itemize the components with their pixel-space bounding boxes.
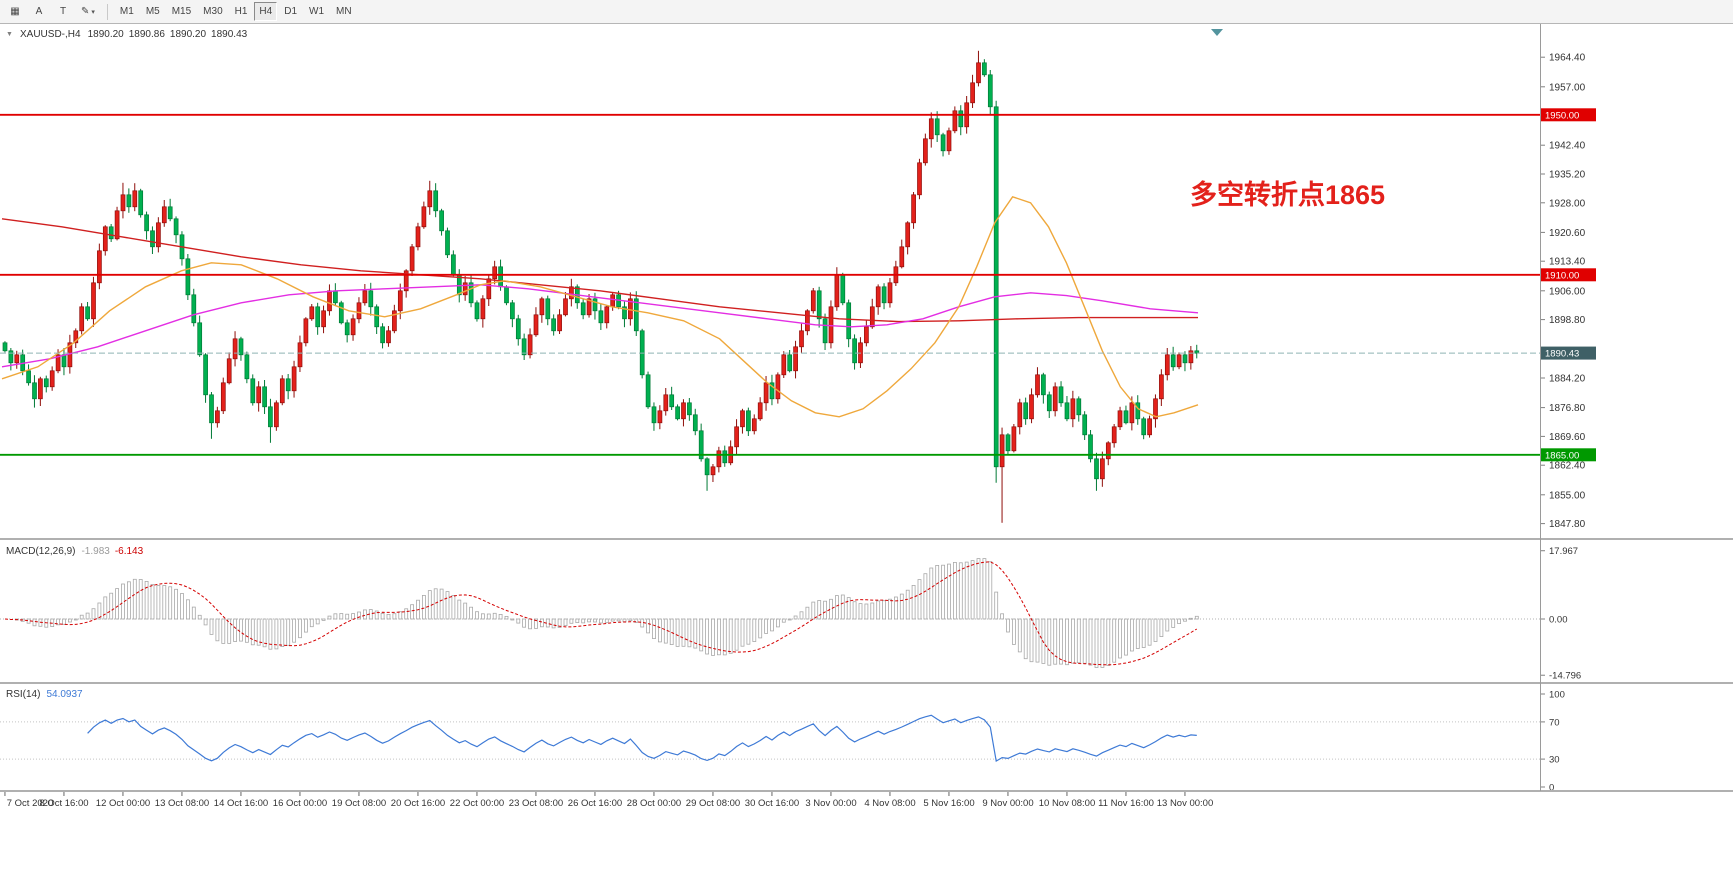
svg-text:3 Nov 00:00: 3 Nov 00:00 <box>805 798 856 809</box>
svg-text:23 Oct 08:00: 23 Oct 08:00 <box>509 798 563 809</box>
svg-text:1920.60: 1920.60 <box>1549 228 1586 239</box>
svg-text:9 Nov 00:00: 9 Nov 00:00 <box>982 798 1033 809</box>
macd-label: MACD(12,26,9) -1.983 -6.143 <box>6 546 144 557</box>
svg-text:16 Oct 00:00: 16 Oct 00:00 <box>273 798 327 809</box>
svg-text:-14.796: -14.796 <box>1549 671 1581 682</box>
candlestick-series <box>2 50 1200 523</box>
macd-signal-line <box>4 561 1198 666</box>
bid-price-label <box>1541 346 1596 360</box>
svg-text:7 Oct 2020: 7 Oct 2020 <box>7 798 53 809</box>
symbol-dropdown-icon[interactable]: ▼ <box>6 31 13 38</box>
svg-text:1862.40: 1862.40 <box>1549 461 1586 472</box>
svg-text:100: 100 <box>1549 690 1565 701</box>
svg-text:1869.60: 1869.60 <box>1549 432 1586 443</box>
hline-price-label <box>1541 448 1596 462</box>
rsi-line <box>87 714 1197 763</box>
svg-text:11 Nov 16:00: 11 Nov 16:00 <box>1098 798 1154 809</box>
svg-text:1957.00: 1957.00 <box>1549 82 1586 93</box>
svg-text:28 Oct 00:00: 28 Oct 00:00 <box>627 798 681 809</box>
svg-text:1847.80: 1847.80 <box>1549 519 1586 530</box>
chart-area: 1950.00 1910.00 1865.00 1890.43 17.967 0.00 -1… <box>0 24 1733 891</box>
time-axis-labels: 7 Oct 20208 Oct 16:00 12 Oct 00:00 13 Oct … <box>4 792 1214 809</box>
svg-text:1928.00: 1928.00 <box>1549 198 1586 209</box>
timeframe-m15-button[interactable]: M15 <box>167 2 196 21</box>
svg-text:13 Nov 00:00: 13 Nov 00:00 <box>1157 798 1214 809</box>
ma-slow-red-line <box>1 218 1198 323</box>
svg-text:5 Nov 16:00: 5 Nov 16:00 <box>923 798 974 809</box>
svg-text:0: 0 <box>1549 783 1554 794</box>
label-a-button[interactable]: A <box>28 2 50 21</box>
toolbar: ▦ A T ✎ ▾ M1 M5 M15 M30 H1 H4 D1 W1 MN <box>0 0 1733 24</box>
time-axis[interactable] <box>0 791 1540 815</box>
svg-text:1942.40: 1942.40 <box>1549 141 1586 152</box>
svg-text:1906.00: 1906.00 <box>1549 286 1586 297</box>
svg-text:1910.00: 1910.00 <box>1545 270 1579 281</box>
svg-text:1890.43: 1890.43 <box>1545 349 1579 360</box>
panel-divider[interactable] <box>0 538 1733 540</box>
symbol-grid-button[interactable]: ▦ <box>4 2 26 21</box>
svg-text:4 Nov 08:00: 4 Nov 08:00 <box>864 798 915 809</box>
timeframe-m1-button[interactable]: M1 <box>115 2 139 21</box>
svg-text:8 Oct 16:00: 8 Oct 16:00 <box>39 798 88 809</box>
ma-mid-magenta-line <box>1 284 1199 368</box>
svg-text:19 Oct 08:00: 19 Oct 08:00 <box>332 798 386 809</box>
hline-price-label <box>1541 108 1596 122</box>
svg-text:26 Oct 16:00: 26 Oct 16:00 <box>568 798 622 809</box>
chart-plot-area[interactable] <box>0 24 1540 791</box>
ma-fast-orange-line <box>1 195 1199 418</box>
svg-text:1950.00: 1950.00 <box>1545 110 1579 121</box>
hline-price-label <box>1541 268 1596 282</box>
svg-text:20 Oct 16:00: 20 Oct 16:00 <box>391 798 445 809</box>
svg-text:1964.40: 1964.40 <box>1549 53 1586 64</box>
timeframe-m30-button[interactable]: M30 <box>198 2 227 21</box>
svg-text:1865.00: 1865.00 <box>1545 450 1579 461</box>
timeframe-mn-button[interactable]: MN <box>331 2 357 21</box>
svg-text:1884.20: 1884.20 <box>1549 374 1586 385</box>
timeframe-h1-button[interactable]: H1 <box>230 2 253 21</box>
svg-text:1876.80: 1876.80 <box>1549 403 1586 414</box>
moving-average-lines <box>1 195 1199 418</box>
macd-indicator: 17.967 0.00 -14.796 <box>0 546 1581 682</box>
timeframe-w1-button[interactable]: W1 <box>304 2 329 21</box>
panel-divider[interactable] <box>0 790 1733 792</box>
toolbar-separator <box>106 3 108 20</box>
draw-tools-button[interactable]: ✎ ▾ <box>76 2 100 21</box>
chart-annotation[interactable]: 多空转折点1865 <box>1190 179 1385 210</box>
svg-text:12 Oct 00:00: 12 Oct 00:00 <box>96 798 150 809</box>
price-axis-ticks: 1964.40 1957.00 1942.40 1935.20 1928.00 1920.… <box>1540 53 1586 530</box>
price-axis[interactable] <box>1540 24 1733 791</box>
svg-text:22 Oct 00:00: 22 Oct 00:00 <box>450 798 504 809</box>
svg-text:30 Oct 16:00: 30 Oct 16:00 <box>745 798 799 809</box>
chart-shift-marker-icon[interactable] <box>1211 29 1223 36</box>
rsi-label: RSI(14) 54.0937 <box>6 689 83 700</box>
panel-divider[interactable] <box>0 682 1733 684</box>
svg-text:70: 70 <box>1549 717 1560 728</box>
svg-text:30: 30 <box>1549 755 1560 766</box>
chart-canvas[interactable]: 1950.00 1910.00 1865.00 1890.43 17.967 0.00 -1… <box>0 24 1733 891</box>
svg-text:17.967: 17.967 <box>1549 546 1578 557</box>
svg-text:29 Oct 08:00: 29 Oct 08:00 <box>686 798 740 809</box>
horizontal-level-lines[interactable]: 1950.00 1910.00 1865.00 1890.43 <box>0 108 1596 462</box>
svg-text:1898.80: 1898.80 <box>1549 315 1586 326</box>
timeframe-h4-button[interactable]: H4 <box>254 2 278 21</box>
chart-ohlc-header: XAUUSD-,H4 1890.20 1890.86 1890.20 1890.43 <box>20 29 248 40</box>
timeframe-m5-button[interactable]: M5 <box>141 2 165 21</box>
svg-text:14 Oct 16:00: 14 Oct 16:00 <box>214 798 268 809</box>
svg-text:1855.00: 1855.00 <box>1549 490 1586 501</box>
timeframe-d1-button[interactable]: D1 <box>279 2 302 21</box>
svg-text:1913.40: 1913.40 <box>1549 257 1586 268</box>
svg-text:10 Nov 08:00: 10 Nov 08:00 <box>1039 798 1096 809</box>
dropdown-caret-icon: ▾ <box>91 8 95 16</box>
svg-text:1935.20: 1935.20 <box>1549 170 1586 181</box>
svg-text:0.00: 0.00 <box>1549 615 1568 626</box>
svg-text:13 Oct 08:00: 13 Oct 08:00 <box>155 798 209 809</box>
label-t-button[interactable]: T <box>52 2 74 21</box>
